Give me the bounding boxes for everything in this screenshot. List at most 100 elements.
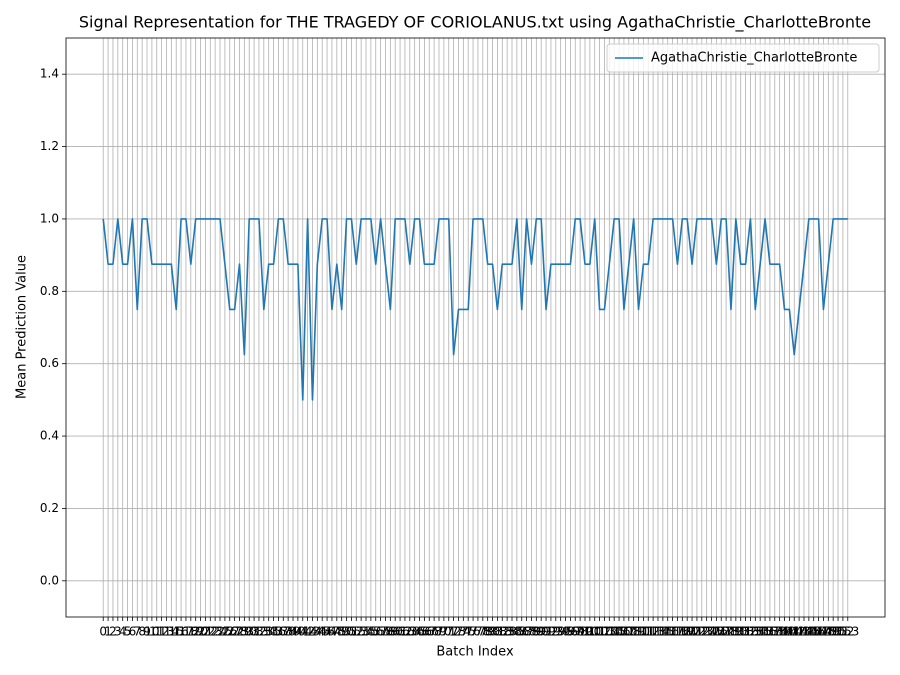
x-tick-label: 92	[543, 625, 558, 639]
x-tick-label: 111	[632, 625, 655, 639]
x-tick-label: 17	[178, 625, 193, 639]
x-tick-label: 142	[783, 625, 806, 639]
x-tick-label: 69	[431, 625, 446, 639]
x-tick-label: 86	[514, 625, 529, 639]
x-tick-label: 49	[334, 625, 349, 639]
x-tick-label: 120	[676, 625, 699, 639]
y-tick-label: 0.2	[40, 501, 59, 515]
y-tick-label: 1.4	[40, 67, 59, 81]
x-tick-label: 59	[383, 625, 398, 639]
x-tick-label: 3	[114, 625, 122, 639]
x-tick-label: 66	[417, 625, 432, 639]
x-tick-label: 9	[143, 625, 151, 639]
x-tick-label: 76	[465, 625, 480, 639]
x-tick-label: 124	[695, 625, 718, 639]
x-tick-label: 62	[397, 625, 412, 639]
x-tick-label: 98	[572, 625, 587, 639]
legend-box	[606, 43, 880, 73]
x-tick-label: 146	[802, 625, 825, 639]
x-tick-label: 51	[344, 625, 359, 639]
x-tick-label: 45	[315, 625, 330, 639]
x-tick-label: 40	[290, 625, 305, 639]
grid	[66, 38, 885, 617]
x-tick-label: 33	[256, 625, 271, 639]
x-tick-label: 93	[548, 625, 563, 639]
x-tick-label: 2	[109, 625, 117, 639]
x-tick-label: 119	[671, 625, 694, 639]
x-tick-label: 144	[793, 625, 816, 639]
x-tick-label: 18	[183, 625, 198, 639]
x-tick-label: 67	[422, 625, 437, 639]
x-tick-label: 151	[827, 625, 850, 639]
x-tick-label: 94	[553, 625, 568, 639]
x-tick-label: 68	[426, 625, 441, 639]
y-tick-label: 0.8	[40, 284, 59, 298]
x-tick-label: 139	[768, 625, 791, 639]
x-tick-label: 42	[300, 625, 315, 639]
x-tick-label: 58	[378, 625, 393, 639]
chart-title: Signal Representation for THE TRAGEDY OF…	[79, 13, 871, 33]
x-tick-label: 70	[436, 625, 451, 639]
x-tick-label: 95	[558, 625, 573, 639]
x-tick-label: 97	[568, 625, 583, 639]
x-tick-label: 75	[461, 625, 476, 639]
x-tick-label: 123	[690, 625, 713, 639]
x-tick-label: 147	[807, 625, 830, 639]
x-tick-label: 149	[817, 625, 840, 639]
x-tick-label: 29	[237, 625, 252, 639]
x-tick-label: 30	[242, 625, 257, 639]
x-tick-label: 65	[412, 625, 427, 639]
x-tick-label: 102	[588, 625, 611, 639]
x-tick-label: 39	[285, 625, 300, 639]
x-tick-label: 85	[509, 625, 524, 639]
plot	[102, 218, 848, 401]
y-tick-label: 1.2	[40, 139, 59, 153]
x-tick-label: 150	[822, 625, 845, 639]
x-tick-label: 11	[149, 625, 164, 639]
x-tick-label: 136	[754, 625, 777, 639]
x-tick-label: 140	[773, 625, 796, 639]
x-tick-label: 21	[198, 625, 213, 639]
x-tick-label: 137	[758, 625, 781, 639]
x-tick-label: 126	[705, 625, 728, 639]
x-tick-label: 10	[144, 625, 159, 639]
x-tick-label: 131	[729, 625, 752, 639]
y-tick-label: 1.0	[40, 211, 59, 225]
x-tick-label: 0	[99, 625, 107, 639]
x-tick-label: 12	[154, 625, 169, 639]
x-tick-label: 23	[208, 625, 223, 639]
x-tick-label: 38	[281, 625, 296, 639]
x-tick-label: 7	[133, 625, 141, 639]
x-tick-label: 1	[104, 625, 112, 639]
x-tick-label: 53	[354, 625, 369, 639]
x-tick-label: 103	[593, 625, 616, 639]
plot-frame	[65, 37, 886, 618]
data-line	[102, 218, 848, 401]
x-tick-label: 91	[538, 625, 553, 639]
x-tick-label: 16	[173, 625, 188, 639]
x-tick-label: 80	[485, 625, 500, 639]
x-tick-label: 108	[617, 625, 640, 639]
x-tick-label: 54	[358, 625, 373, 639]
y-tick-label: 0.0	[40, 573, 59, 587]
x-tick-label: 81	[490, 625, 505, 639]
x-tick-label: 134	[744, 625, 767, 639]
x-tick-label: 37	[276, 625, 291, 639]
x-tick-label: 145	[797, 625, 820, 639]
x-tick-label: 28	[232, 625, 247, 639]
x-tick-label: 19	[188, 625, 203, 639]
x-tick-label: 148	[812, 625, 835, 639]
x-tick-label: 135	[749, 625, 772, 639]
x-tick-label: 71	[441, 625, 456, 639]
x-tick-label: 138	[763, 625, 786, 639]
x-tick-label: 99	[577, 625, 592, 639]
legend: AgathaChristie_CharlotteBronte	[606, 43, 880, 73]
x-tick-label: 129	[720, 625, 743, 639]
x-tick-label: 77	[470, 625, 485, 639]
x-tick-label: 125	[700, 625, 723, 639]
x-tick-label: 114	[647, 625, 670, 639]
x-tick-label: 152	[831, 625, 854, 639]
x-tick-label: 106	[608, 625, 631, 639]
x-tick-label: 96	[563, 625, 578, 639]
